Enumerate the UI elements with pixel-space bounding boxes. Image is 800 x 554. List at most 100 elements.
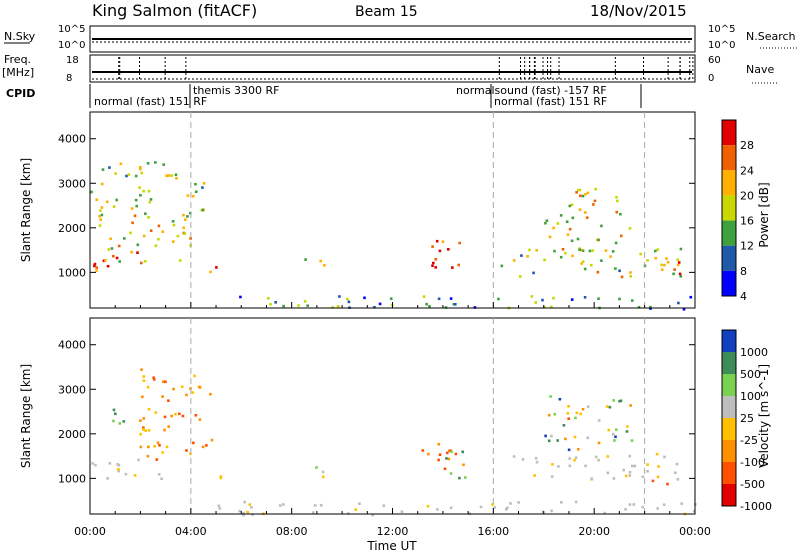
range-cell <box>130 250 133 254</box>
range-cell <box>141 395 144 399</box>
range-cell <box>172 387 175 391</box>
range-cell <box>535 249 538 252</box>
range-cell <box>427 452 430 456</box>
x-tick-label: 08:00 <box>276 525 308 538</box>
range-cell <box>624 474 628 478</box>
colorbar-tick-label: -100 <box>740 456 765 469</box>
range-cell <box>156 441 160 445</box>
range-cell <box>586 191 590 195</box>
range-cell <box>628 503 632 506</box>
range-cell <box>152 378 156 381</box>
range-cell <box>192 441 195 445</box>
range-cell <box>512 259 516 262</box>
range-cell <box>152 376 155 379</box>
range-cell <box>575 191 578 194</box>
colorbar-swatch <box>722 195 736 221</box>
y-tick-label: 3000 <box>58 177 86 190</box>
range-cell <box>115 256 119 260</box>
range-cell <box>139 166 142 169</box>
range-cell <box>165 445 169 449</box>
range-cell <box>160 477 163 480</box>
range-cell <box>517 501 520 504</box>
range-cell <box>666 482 669 486</box>
range-cell <box>112 254 115 258</box>
range-cell <box>600 224 603 228</box>
range-cell <box>605 405 609 408</box>
power-scatter <box>90 161 693 311</box>
range-cell <box>521 458 525 461</box>
range-cell <box>574 500 578 504</box>
power-ylabel: Slant Range [km] <box>19 158 33 262</box>
range-cell <box>172 223 176 227</box>
range-cell <box>147 407 151 411</box>
velocity-ylabel: Slant Range [km] <box>19 364 33 468</box>
range-cell <box>98 215 101 218</box>
power-axis: 1000 2000 3000 4000 <box>58 112 696 308</box>
range-cell <box>139 419 142 422</box>
range-cell <box>615 428 618 431</box>
range-cell <box>633 464 637 468</box>
range-cell <box>174 173 178 177</box>
colorbar-swatch <box>722 462 736 484</box>
range-cell <box>679 275 683 278</box>
colorbar-tick-label: 100 <box>740 390 761 403</box>
range-cell <box>426 504 430 508</box>
range-cell <box>202 182 206 185</box>
colorbar-tick-label: 25 <box>740 412 754 425</box>
colorbar-swatch <box>722 330 736 352</box>
range-cell <box>662 503 666 506</box>
x-tick-label: 12:00 <box>377 525 409 538</box>
range-cell <box>590 477 594 481</box>
range-cell <box>497 297 500 301</box>
range-cell <box>600 259 603 262</box>
range-cell <box>110 247 114 250</box>
range-cell <box>655 452 659 456</box>
range-cell <box>458 476 461 480</box>
range-cell <box>431 264 434 267</box>
range-cell <box>322 475 325 479</box>
colorbar-tick-label: 16 <box>740 215 754 228</box>
range-cell <box>628 454 631 458</box>
range-cell <box>553 412 557 416</box>
range-cell <box>593 199 597 203</box>
range-cell <box>626 425 629 428</box>
range-cell <box>574 456 578 460</box>
range-cell <box>676 478 680 481</box>
range-cell <box>534 301 537 304</box>
range-cell <box>148 200 152 204</box>
range-cell <box>205 444 208 447</box>
range-cell <box>155 458 159 461</box>
range-cell <box>134 198 138 202</box>
range-cell <box>519 275 522 278</box>
range-cell <box>98 224 102 227</box>
range-cell <box>101 168 105 171</box>
range-cell <box>556 222 560 225</box>
range-cell <box>153 445 156 448</box>
range-cell <box>139 432 142 436</box>
range-cell <box>682 308 686 311</box>
range-cell <box>282 304 285 308</box>
range-cell <box>182 226 185 230</box>
range-cell <box>663 263 666 267</box>
range-cell <box>93 262 97 266</box>
range-cell <box>99 209 102 212</box>
range-cell <box>171 240 175 243</box>
range-cell <box>306 304 309 307</box>
range-cell <box>654 249 657 253</box>
range-cell <box>564 437 567 441</box>
range-cell <box>597 238 600 242</box>
range-cell <box>158 444 161 447</box>
range-cell <box>112 205 116 208</box>
station-title: King Salmon (fitACF) <box>92 1 257 20</box>
range-cell <box>445 457 448 460</box>
range-cell <box>568 204 572 208</box>
range-cell <box>338 295 341 298</box>
range-cell <box>567 417 570 420</box>
colorbar-tick-label: -500 <box>740 478 765 491</box>
range-cell <box>373 306 376 309</box>
range-cell <box>560 501 563 504</box>
power-colorbar-label: Power [dB] <box>757 182 771 247</box>
range-cell <box>161 230 164 233</box>
range-cell <box>622 468 625 472</box>
range-cell <box>140 171 144 175</box>
